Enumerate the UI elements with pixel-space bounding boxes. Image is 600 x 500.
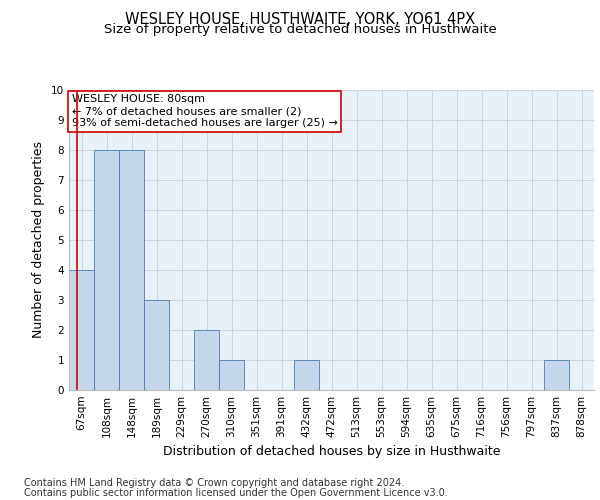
Bar [144, 300, 169, 390]
X-axis label: Distribution of detached houses by size in Husthwaite: Distribution of detached houses by size … [163, 446, 500, 458]
Y-axis label: Number of detached properties: Number of detached properties [32, 142, 46, 338]
Bar [294, 360, 319, 390]
Bar [219, 360, 244, 390]
Text: WESLEY HOUSE, HUSTHWAITE, YORK, YO61 4PX: WESLEY HOUSE, HUSTHWAITE, YORK, YO61 4PX [125, 12, 475, 28]
Text: Size of property relative to detached houses in Husthwaite: Size of property relative to detached ho… [104, 22, 496, 36]
Bar [544, 360, 569, 390]
Bar [94, 150, 119, 390]
Text: WESLEY HOUSE: 80sqm
← 7% of detached houses are smaller (2)
93% of semi-detached: WESLEY HOUSE: 80sqm ← 7% of detached hou… [71, 94, 337, 128]
Bar [69, 270, 94, 390]
Text: Contains public sector information licensed under the Open Government Licence v3: Contains public sector information licen… [24, 488, 448, 498]
Text: Contains HM Land Registry data © Crown copyright and database right 2024.: Contains HM Land Registry data © Crown c… [24, 478, 404, 488]
Bar [194, 330, 219, 390]
Bar [119, 150, 144, 390]
